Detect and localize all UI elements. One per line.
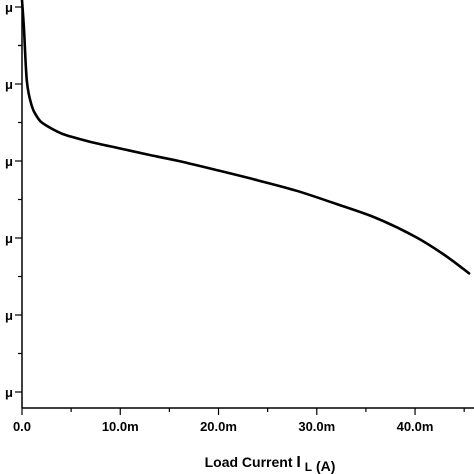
series-line: [20, 0, 471, 275]
x-tick-label: 20.0m: [200, 419, 237, 434]
x-tick-label: 30.0m: [298, 419, 335, 434]
x-tick-label: 10.0m: [102, 419, 139, 434]
y-tick-label: μ: [5, 154, 13, 169]
x-tick-label: 0.0: [13, 419, 31, 434]
axes: [21, 0, 474, 409]
y-tick-label: μ: [5, 0, 13, 15]
series-group: [20, 0, 471, 275]
y-tick-label: μ: [5, 308, 13, 323]
y-tick-label: μ: [5, 231, 13, 246]
x-axis-ticks: 0.0 10.0m 20.0m 30.0m 40.0m: [13, 408, 465, 434]
x-tick-label: 40.0m: [397, 419, 434, 434]
y-tick-label: μ: [5, 385, 13, 400]
y-tick-label: μ: [5, 77, 13, 92]
x-axis-title: Load Current I L (A): [205, 454, 336, 474]
y-axis-ticks: μ μ μ μ μ μ: [5, 0, 22, 400]
